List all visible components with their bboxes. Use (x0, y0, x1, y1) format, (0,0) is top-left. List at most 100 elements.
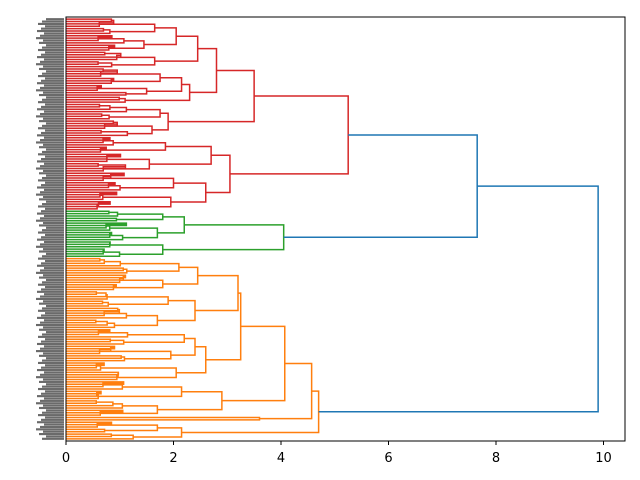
leaf-label-mark (40, 295, 64, 298)
leaf-label-mark (36, 219, 64, 222)
dendrogram-link (66, 371, 120, 376)
leaf-label-mark (41, 157, 64, 161)
x-tick: 8 (492, 441, 500, 466)
leaf-label-mark (39, 120, 64, 123)
leaf-label-mark (37, 421, 64, 424)
dendrogram-link (113, 279, 164, 289)
leaf-label-mark (39, 276, 64, 279)
dendrogram-link (66, 231, 113, 236)
leaf-label-mark (42, 333, 64, 336)
leaf-label-mark (45, 312, 64, 315)
leaf-label-mark (38, 153, 64, 156)
x-axis: 0 2 4 6 8 10 (62, 441, 612, 466)
leaf-label-mark (37, 342, 64, 346)
dendrogram-link (259, 362, 313, 420)
leaf-label-mark (38, 283, 64, 286)
leaf-label-mark (45, 233, 64, 236)
leaf-label-mark (41, 366, 64, 369)
leaf-label-mark (39, 67, 64, 71)
dendrogram-link (97, 424, 159, 432)
leaf-label-mark (44, 162, 64, 165)
leaf-label-mark (40, 112, 64, 116)
leaf-label-mark (41, 262, 64, 265)
leaf-label-mark (43, 222, 64, 225)
dendrogram-link (116, 213, 164, 221)
leaf-label-mark (36, 167, 64, 170)
leaf-label-mark (37, 290, 64, 293)
leaf-label-mark (36, 89, 64, 92)
x-tick-label: 0 (62, 451, 70, 466)
leaf-label-mark (39, 302, 64, 305)
leaf-label-mark (37, 212, 64, 215)
dendrogram-link (66, 173, 125, 179)
dendrogram-link (66, 146, 107, 151)
leaf-label-mark (43, 352, 64, 355)
leaf-label-mark (41, 53, 64, 56)
dendrogram-link (114, 314, 159, 327)
leaf-label-mark (38, 231, 64, 234)
dendrogram-link (66, 77, 115, 82)
dendrogram-link (66, 27, 105, 32)
dendrogram-link (157, 390, 223, 411)
dendrogram-link (66, 210, 110, 215)
dendrogram-link (170, 337, 196, 356)
leaf-label-mark (37, 238, 64, 241)
leaf-label-mark (43, 300, 64, 303)
leaf-label-mark (42, 124, 64, 127)
dendrogram-link (66, 51, 106, 56)
leaf-label-mark (42, 437, 64, 440)
leaf-label-mark (37, 82, 64, 85)
leaf-label-mark (41, 236, 64, 239)
leaf-label-mark (44, 267, 64, 270)
dendrogram-link (66, 422, 112, 428)
dendrogram-link (162, 224, 285, 251)
dendrogram-link (66, 251, 121, 258)
leaf-label-mark (41, 184, 64, 187)
leaf-label-mark (46, 226, 64, 229)
leaf-label-mark (42, 229, 64, 232)
leaf-label-mark (44, 423, 64, 426)
dendrogram-link (66, 136, 111, 141)
leaf-label-mark (46, 383, 64, 386)
leaf-label-mark (46, 122, 64, 125)
leaf-label-mark (37, 29, 64, 33)
leaf-label-mark (36, 141, 64, 144)
dendrogram-link (66, 225, 111, 231)
leaf-label-mark (42, 20, 64, 23)
leaf-label-mark (40, 243, 64, 246)
dendrogram-link (195, 274, 239, 312)
leaf-label-mark (39, 380, 64, 383)
leaf-label-mark (44, 345, 64, 348)
dendrogram-link (146, 76, 183, 92)
dendrogram-link (66, 291, 98, 295)
dendrogram-link (318, 185, 599, 413)
dendrogram-link (149, 145, 212, 165)
leaf-label-mark (36, 297, 64, 301)
dendrogram-link (66, 260, 122, 267)
dendrogram-link (66, 202, 111, 208)
leaf-label-mark (44, 188, 64, 191)
dendrogram-link (66, 241, 111, 246)
dendrogram-link (66, 331, 129, 338)
leaf-label-mark (44, 136, 64, 139)
dendrogram-link (66, 267, 124, 272)
leaf-label-mark (45, 416, 64, 419)
dendrogram-link (66, 355, 122, 359)
leaf-label-mark (36, 271, 64, 274)
leaf-label-mark (41, 392, 64, 395)
leaf-label-mark (36, 402, 64, 405)
dendrogram-link (66, 18, 113, 23)
dendrogram-link (66, 268, 128, 274)
leaf-label-mark (36, 323, 64, 327)
leaf-label-mark (46, 200, 64, 203)
x-tick: 6 (384, 441, 393, 466)
leaf-label-mark (37, 316, 64, 319)
dendrogram-link (66, 203, 99, 210)
leaf-label-mark (45, 286, 64, 289)
leaf-label-mark (46, 278, 64, 282)
dendrogram-link (66, 382, 124, 388)
leaf-label-mark (46, 44, 64, 47)
leaf-label-mark (36, 63, 64, 66)
dendrogram-link (66, 29, 111, 35)
leaf-label-mark (46, 409, 64, 412)
